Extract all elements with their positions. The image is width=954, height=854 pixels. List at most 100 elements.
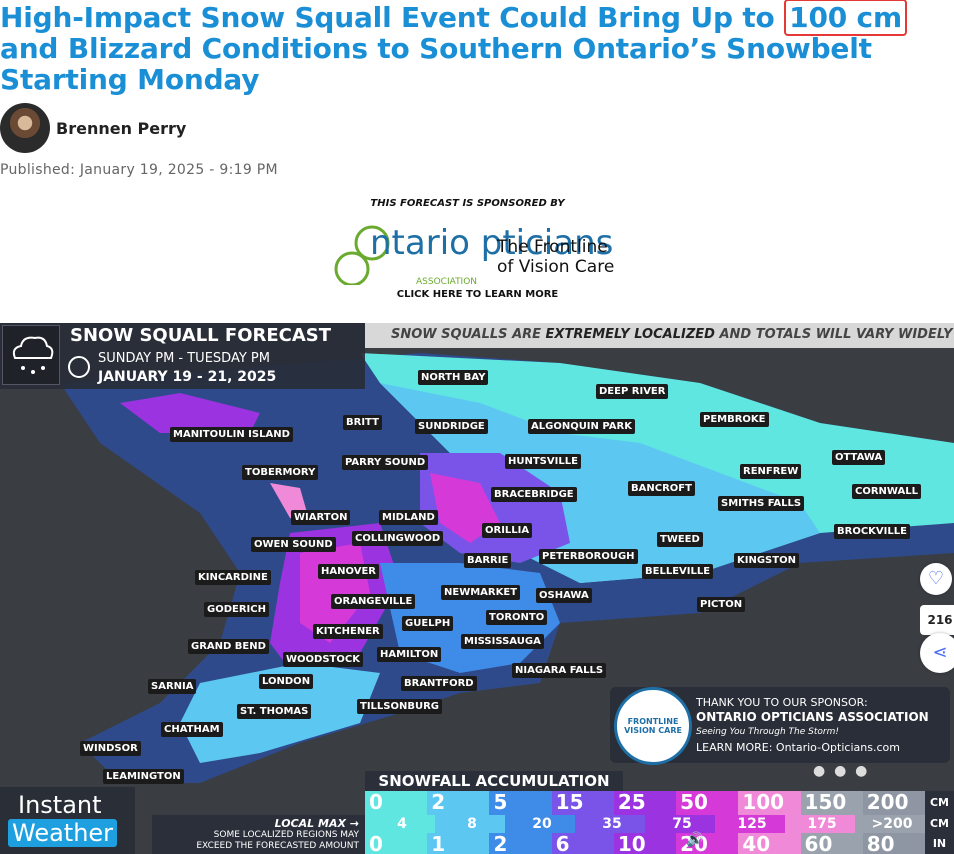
sponsor-intro: THIS FORECAST IS SPONSORED BY xyxy=(370,198,565,209)
share-count: 216 xyxy=(920,605,954,635)
forecast-map[interactable]: SNOW SQUALL FORECAST SUNDAY PM - TUESDAY… xyxy=(0,323,954,854)
city-label: GUELPH xyxy=(402,616,454,631)
legend-cell: 0 xyxy=(365,833,428,854)
map-header: SNOW SQUALL FORECAST SUNDAY PM - TUESDAY… xyxy=(0,323,365,389)
city-label: BARRIE xyxy=(464,553,512,568)
local-max-label: LOCAL MAX → xyxy=(274,817,359,830)
unit-in: IN xyxy=(925,833,954,854)
legend-cell: 8 xyxy=(435,815,505,833)
legend-cell: 150 xyxy=(800,791,863,815)
map-period: SUNDAY PM - TUESDAY PM xyxy=(98,351,270,366)
legend-cell: 50 xyxy=(676,791,739,815)
legend-cell: 2 xyxy=(427,791,490,815)
legend-title: SNOWFALL ACCUMULATION xyxy=(365,771,623,791)
published-date: Published: January 19, 2025 - 9:19 PM xyxy=(0,162,278,178)
city-label: WINDSOR xyxy=(80,741,141,756)
legend-cell: 40 xyxy=(738,833,801,854)
thanks-line: THANK YOU TO OUR SPONSOR: xyxy=(696,696,868,709)
legend-cell: 5 xyxy=(489,791,552,815)
city-label: NORTH BAY xyxy=(418,370,489,385)
video-audio-icon[interactable]: 🔊 xyxy=(686,832,704,848)
more-dots-icon[interactable]: ● ● ● xyxy=(813,763,870,779)
city-label: LONDON xyxy=(259,674,314,689)
sponsor-cta-link[interactable]: CLICK HERE TO LEARN MORE xyxy=(396,289,559,300)
brand-line-1: Instant xyxy=(18,791,102,819)
legend-cell: 10 xyxy=(613,833,677,854)
city-label: ALGONQUIN PARK xyxy=(528,419,635,434)
sponsor-association: ASSOCIATION xyxy=(416,277,478,287)
avatar[interactable] xyxy=(0,103,50,153)
legend-cell: 25 xyxy=(613,791,677,815)
city-label: PETERBOROUGH xyxy=(539,549,638,564)
title-highlight: 100 cm xyxy=(784,0,907,36)
city-label: PICTON xyxy=(697,597,746,612)
city-label: TORONTO xyxy=(486,610,548,625)
city-label: BRACEBRIDGE xyxy=(491,487,577,502)
tagline-line-2: of Vision Care xyxy=(497,257,615,277)
city-label: BRANTFORD xyxy=(401,676,477,691)
legend-cell: 20 xyxy=(505,815,575,833)
city-label: PEMBROKE xyxy=(700,412,769,427)
sponsor-thanks-box[interactable]: FRONTLINE VISION CARE THANK YOU TO OUR S… xyxy=(610,687,950,765)
legend-cell: 100 xyxy=(738,791,801,815)
city-label: SMITHS FALLS xyxy=(718,496,805,511)
legend-in-row: 0 1 2 6 10 20 40 60 80 xyxy=(365,833,925,854)
thanks-org: ONTARIO OPTICIANS ASSOCIATION xyxy=(696,710,929,724)
local-max-box: LOCAL MAX → SOME LOCALIZED REGIONS MAY E… xyxy=(152,815,365,854)
city-label: MANITOULIN ISLAND xyxy=(170,427,293,442)
city-label: RENFREW xyxy=(740,464,802,479)
thanks-seeing: Seeing You Through The Storm! xyxy=(696,727,839,737)
thanks-learn[interactable]: LEARN MORE: Ontario-Opticians.com xyxy=(696,741,900,754)
city-label: MISSISSAUGA xyxy=(461,634,544,649)
snow-cloud-icon xyxy=(2,325,60,385)
map-title: SNOW SQUALL FORECAST xyxy=(70,325,332,346)
city-label: CHATHAM xyxy=(161,722,223,737)
legend-cell: 200 xyxy=(862,791,925,815)
legend-cell: 20 xyxy=(676,833,739,854)
legend-cell: 4 xyxy=(365,815,435,833)
city-label: WIARTON xyxy=(291,510,351,525)
sponsor-circles-icon xyxy=(334,225,390,285)
share-icon[interactable]: ⋖ xyxy=(920,633,954,673)
legend-cell: >200 xyxy=(855,815,925,833)
city-label: TILLSONBURG xyxy=(357,699,443,714)
title-part-2: and Blizzard Conditions to Southern Onta… xyxy=(0,32,872,96)
city-label: KINGSTON xyxy=(734,553,799,568)
heart-icon[interactable]: ♡ xyxy=(920,563,952,595)
city-label: HUNTSVILLE xyxy=(505,454,581,469)
city-label: GODERICH xyxy=(204,602,269,617)
city-label: TWEED xyxy=(657,532,703,547)
city-label: MIDLAND xyxy=(379,510,438,525)
city-label: COLLINGWOOD xyxy=(352,531,444,546)
legend-cell: 35 xyxy=(575,815,645,833)
sponsor-name: ntario pticians xyxy=(370,223,614,263)
legend-cell: 6 xyxy=(551,833,614,854)
unit-cm-2: CM xyxy=(925,815,954,833)
city-label: CORNWALL xyxy=(852,484,921,499)
author-block[interactable]: Brennen Perry xyxy=(0,103,186,153)
local-note-1: SOME LOCALIZED REGIONS MAY xyxy=(213,830,359,840)
map-banner: SNOW SQUALLS ARE EXTREMELY LOCALIZED AND… xyxy=(365,323,954,348)
legend-cell: 0 xyxy=(365,791,428,815)
legend-cell: 15 xyxy=(551,791,614,815)
sponsor-logo[interactable]: ntario pticians ASSOCIATION The Frontlin… xyxy=(330,215,625,287)
brand-line-2: Weather xyxy=(8,819,118,847)
banner-a: SNOW SQUALLS ARE xyxy=(391,327,542,342)
instant-weather-logo: Instant Weather xyxy=(0,787,135,854)
legend-cell: 2 xyxy=(489,833,552,854)
banner-b: EXTREMELY LOCALIZED xyxy=(545,327,715,342)
clock-icon xyxy=(68,356,90,378)
city-label: BROCKVILLE xyxy=(834,524,910,539)
city-label: KINCARDINE xyxy=(195,570,271,585)
legend-cell: 75 xyxy=(645,815,715,833)
thanks-text: THANK YOU TO OUR SPONSOR: ONTARIO OPTICI… xyxy=(696,695,929,755)
city-label: BANCROFT xyxy=(628,481,695,496)
author-name[interactable]: Brennen Perry xyxy=(56,118,187,138)
city-label: LEAMINGTON xyxy=(103,769,184,784)
legend-cm-row: 0 2 5 15 25 50 100 150 200 xyxy=(365,791,925,815)
sponsor-banner[interactable]: THIS FORECAST IS SPONSORED BY ntario pti… xyxy=(330,198,625,302)
city-label: PARRY SOUND xyxy=(342,455,429,470)
tagline-line-1: The Frontline xyxy=(497,237,608,257)
legend-cell: 125 xyxy=(715,815,785,833)
